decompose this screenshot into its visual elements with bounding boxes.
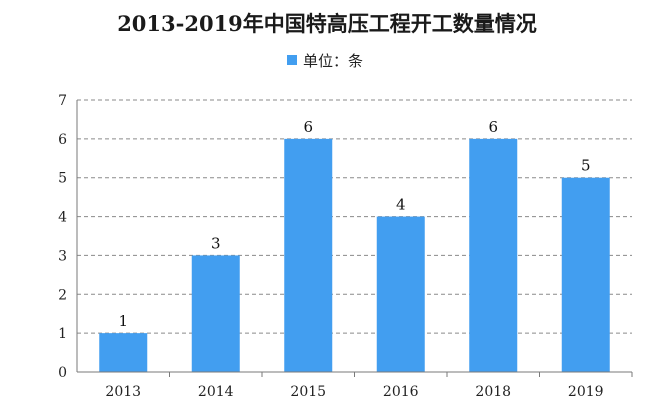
x-tick-label: 2015	[290, 384, 326, 400]
y-tick-label: 2	[58, 287, 67, 303]
data-label: 4	[396, 196, 406, 214]
y-tick-label: 3	[58, 248, 67, 264]
x-tick-label: 2013	[105, 384, 141, 400]
bar-2013	[99, 333, 148, 372]
gridlines	[77, 99, 632, 334]
y-tick-label: 1	[58, 326, 67, 342]
x-tick-label: 2014	[198, 384, 234, 400]
x-tick-label: 2016	[383, 384, 419, 400]
data-label: 5	[581, 157, 591, 175]
bar-2014	[191, 255, 240, 372]
data-label: 1	[118, 312, 128, 330]
bar-2016	[376, 216, 425, 372]
y-tick-label: 0	[58, 365, 67, 381]
y-tick-label: 5	[58, 171, 67, 187]
legend: 单位：条	[287, 50, 363, 70]
x-tick-label: 2018	[475, 384, 511, 400]
data-label: 6	[303, 118, 313, 136]
data-label: 6	[488, 118, 498, 136]
bar-2019	[561, 177, 610, 372]
x-tick-label: 2019	[568, 384, 604, 400]
bars	[99, 138, 610, 372]
labels: 0 1 2 3 4 5 6 7 2013 1 2014 3 2015 6 2016 4 2018 6 2019 5	[58, 93, 603, 400]
axes	[76, 100, 633, 377]
chart-title: 2013-2019年中国特高压工程开工数量情况	[117, 11, 537, 36]
y-tick-label: 6	[58, 132, 67, 148]
legend-swatch	[287, 55, 297, 65]
legend-label: 单位：条	[303, 51, 364, 70]
data-label: 3	[211, 234, 221, 252]
y-tick-label: 7	[58, 93, 67, 109]
bar-2018	[469, 138, 518, 372]
bar-2015	[284, 138, 333, 372]
y-tick-label: 4	[58, 210, 67, 226]
